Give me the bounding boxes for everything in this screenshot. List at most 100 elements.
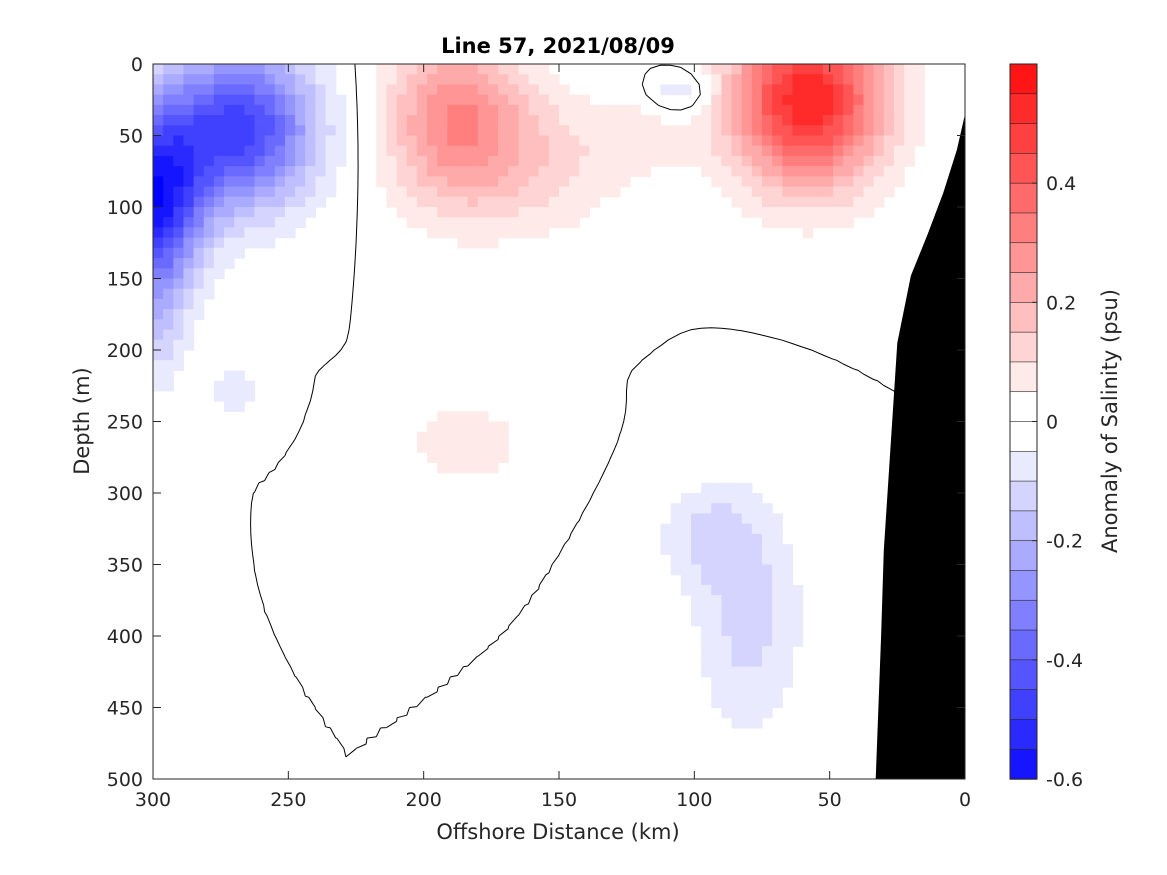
anomaly-cell (711, 104, 722, 116)
anomaly-cell (701, 666, 712, 678)
anomaly-cell (183, 329, 195, 341)
anomaly-filled-contours (153, 64, 925, 729)
anomaly-cell (711, 533, 722, 545)
anomaly-cell (802, 104, 814, 116)
anomaly-cell (457, 196, 469, 208)
anomaly-cell (376, 145, 388, 157)
anomaly-cell (274, 74, 286, 86)
anomaly-cell (650, 135, 662, 147)
anomaly-cell (467, 64, 479, 75)
anomaly-cell (782, 115, 794, 126)
anomaly-cell (782, 625, 794, 637)
anomaly-cell (721, 64, 733, 75)
anomaly-cell (762, 595, 773, 606)
anomaly-cell (193, 176, 205, 188)
anomaly-cell (193, 145, 205, 157)
anomaly-cell (427, 217, 438, 229)
anomaly-cell (467, 135, 479, 147)
anomaly-cell (376, 104, 388, 116)
anomaly-cell (386, 104, 398, 116)
anomaly-cell (701, 145, 712, 157)
anomaly-cell (873, 155, 885, 167)
anomaly-cell (163, 298, 174, 310)
anomaly-cell (731, 196, 743, 208)
anomaly-cell (173, 227, 185, 239)
anomaly-cell (203, 196, 215, 208)
anomaly-cell (163, 155, 174, 167)
anomaly-cell (741, 574, 753, 586)
anomaly-cell (721, 94, 733, 106)
anomaly-cell (274, 84, 286, 96)
anomaly-cell (447, 196, 459, 208)
anomaly-cell (690, 544, 702, 555)
anomaly-cell (325, 94, 337, 106)
anomaly-cell (751, 656, 763, 668)
anomaly-cell (822, 125, 834, 137)
anomaly-cell (163, 278, 174, 290)
anomaly-cell (244, 390, 256, 402)
anomaly-cell (741, 584, 753, 596)
anomaly-cell (477, 207, 489, 218)
anomaly-cell (873, 125, 885, 137)
anomaly-cell (457, 74, 469, 86)
anomaly-cell (559, 207, 570, 218)
anomaly-cell (518, 176, 530, 188)
anomaly-cell (782, 217, 794, 229)
anomaly-cell (893, 166, 905, 177)
anomaly-cell (528, 227, 540, 239)
anomaly-cell (538, 176, 550, 188)
anomaly-cell (386, 176, 398, 188)
anomaly-cell (812, 217, 824, 229)
anomaly-cell (153, 166, 164, 177)
anomaly-cell (264, 64, 276, 75)
anomaly-cell (630, 135, 641, 147)
anomaly-cell (457, 227, 469, 239)
anomaly-cell (284, 94, 296, 106)
anomaly-cell (183, 309, 195, 320)
anomaly-cell (447, 135, 459, 147)
anomaly-cell (762, 676, 773, 688)
anomaly-cell (741, 196, 753, 208)
anomaly-cell (589, 196, 601, 208)
anomaly-cell (173, 115, 185, 126)
anomaly-cell (447, 166, 459, 177)
anomaly-cell (863, 196, 875, 208)
anomaly-cell (498, 125, 509, 137)
anomaly-cell (203, 278, 215, 290)
anomaly-cell (751, 605, 763, 617)
anomaly-cell (234, 64, 245, 75)
anomaly-cell (812, 166, 824, 177)
anomaly-cell (833, 84, 844, 96)
anomaly-cell (437, 421, 448, 433)
anomaly-cell (163, 74, 174, 86)
anomaly-cell (274, 145, 286, 157)
anomaly-cell (447, 441, 459, 453)
anomaly-cell (599, 155, 611, 167)
anomaly-cell (518, 64, 530, 75)
anomaly-cell (701, 503, 712, 515)
anomaly-cell (548, 166, 560, 177)
anomaly-cell (782, 176, 794, 188)
anomaly-cell (802, 217, 814, 229)
anomaly-cell (193, 217, 205, 229)
anomaly-cell (812, 196, 824, 208)
anomaly-cell (427, 94, 438, 106)
colorbar-swatch (1009, 629, 1038, 661)
anomaly-cell (224, 380, 235, 392)
anomaly-cell (660, 135, 672, 147)
anomaly-cell (386, 196, 398, 208)
anomaly-cell (579, 115, 591, 126)
colorbar-swatch (1009, 570, 1038, 601)
anomaly-cell (640, 155, 651, 167)
anomaly-cell (741, 64, 753, 75)
anomaly-cell (538, 104, 550, 116)
anomaly-cell (183, 339, 195, 351)
anomaly-cell (660, 533, 672, 545)
anomaly-cell (163, 125, 174, 137)
anomaly-cell (701, 493, 712, 504)
anomaly-cell (863, 94, 875, 106)
anomaly-cell (386, 84, 398, 96)
anomaly-cell (538, 207, 550, 218)
anomaly-cell (843, 74, 854, 86)
anomaly-cell (163, 268, 174, 280)
